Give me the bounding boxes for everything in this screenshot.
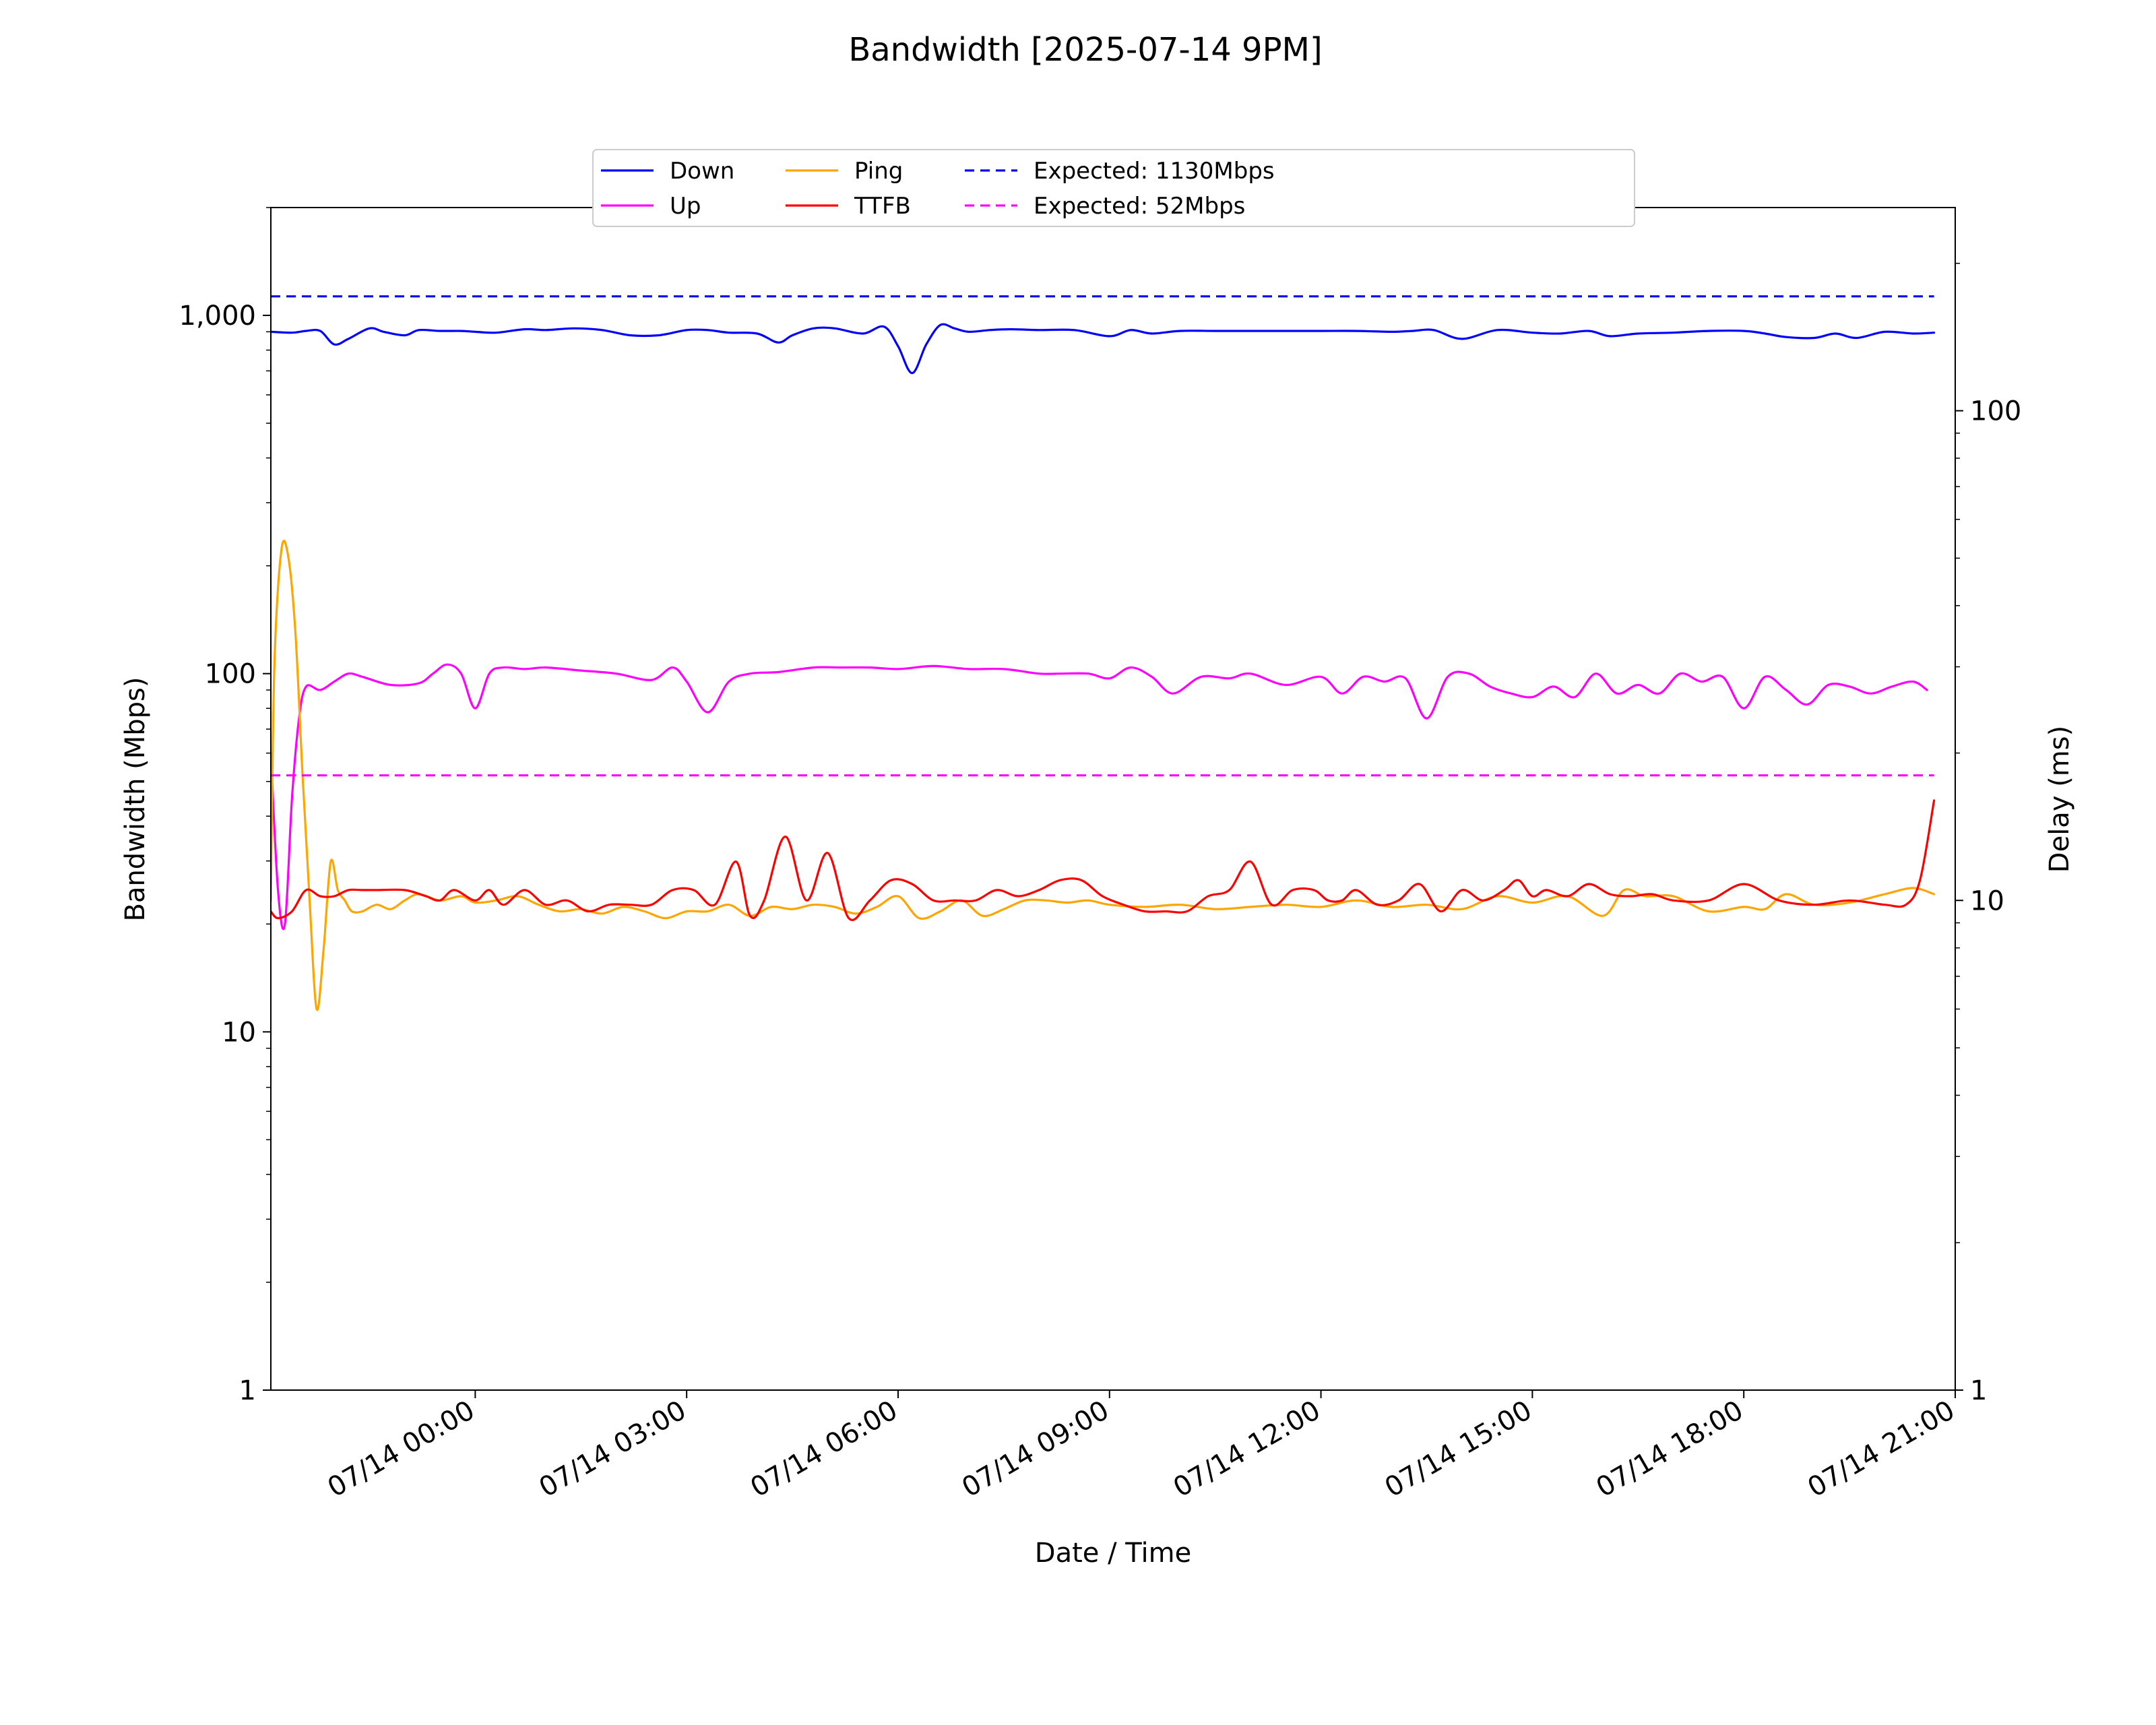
plot-frame — [270, 207, 1956, 1391]
x-tick-label: 07/14 12:00 — [1168, 1395, 1326, 1503]
y-axis-label-left: Bandwidth (Mbps) — [120, 677, 151, 921]
chart-title: Bandwidth [2025-07-14 9PM] — [848, 31, 1322, 69]
series-line-up — [271, 663, 1928, 931]
y-left-tick-label: 1,000 — [179, 301, 256, 332]
y-axis-label-right: Delay (ms) — [2044, 726, 2075, 873]
x-tick-label: 07/14 09:00 — [957, 1395, 1114, 1503]
legend-label-expected-52mbps: Expected: 52Mbps — [1034, 193, 1245, 220]
legend: Down Up Ping TTFB Expected: 1130Mbps Expected… — [592, 149, 1635, 227]
series-layer — [271, 295, 1936, 1011]
series-line-ttfb — [271, 799, 1936, 921]
x-axis: 07/14 00:00 07/14 03:00 07/14 06:00 07/14 0… — [323, 1390, 1960, 1503]
legend-label-ttfb: TTFB — [854, 193, 911, 220]
y-axis-right: 1 10 100 — [1955, 263, 2021, 1406]
legend-label-up: Up — [670, 193, 701, 220]
legend-label-ping: Ping — [854, 158, 903, 185]
x-tick-label: 07/14 15:00 — [1380, 1395, 1537, 1503]
legend-label-expected-1130mbps: Expected: 1130Mbps — [1034, 158, 1275, 185]
y-left-tick-label: 1 — [239, 1375, 256, 1406]
series-line-down — [271, 323, 1936, 375]
y-right-tick-label: 10 — [1970, 885, 2004, 916]
x-tick-label: 07/14 21:00 — [1802, 1395, 1960, 1503]
y-right-tick-label: 1 — [1970, 1375, 1987, 1406]
y-left-tick-label: 10 — [222, 1017, 256, 1048]
x-tick-label: 07/14 00:00 — [323, 1395, 480, 1503]
y-axis-left: 1 10 100 1,000 — [179, 207, 271, 1406]
series-line-ping — [271, 540, 1936, 1011]
y-right-tick-label: 100 — [1970, 396, 2021, 427]
legend-frame — [592, 149, 1635, 227]
x-axis-label: Date / Time — [1035, 1538, 1191, 1569]
x-tick-label: 07/14 06:00 — [745, 1395, 903, 1503]
x-tick-label: 07/14 03:00 — [534, 1395, 691, 1503]
y-left-tick-label: 100 — [205, 659, 256, 690]
legend-label-down: Down — [670, 158, 734, 185]
x-tick-label: 07/14 18:00 — [1591, 1395, 1749, 1503]
